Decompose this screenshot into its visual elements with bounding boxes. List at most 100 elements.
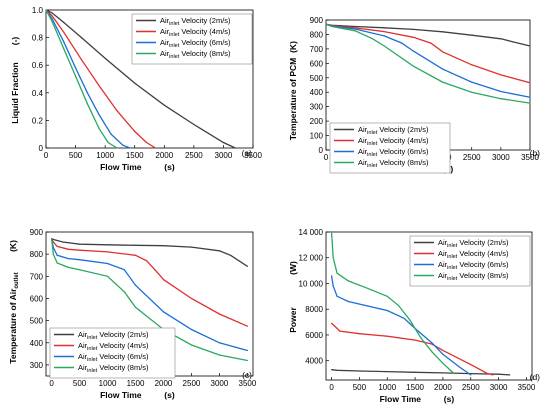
y-tick-label: 900 (30, 228, 44, 237)
data-point (386, 335, 388, 337)
series-line-1 (51, 238, 248, 327)
data-point (116, 147, 118, 149)
data-point (470, 364, 472, 366)
data-point (412, 50, 414, 52)
legend-entry-rest: Velocity (8m/s) (179, 49, 231, 58)
x-tick-label: 1000 (378, 383, 396, 392)
data-point (509, 374, 511, 376)
data-point (500, 38, 502, 40)
data-point (234, 147, 236, 149)
data-point (414, 339, 416, 341)
data-point (116, 110, 118, 112)
series-line-3 (45, 9, 118, 149)
y-tick-label: 4000 (305, 357, 323, 366)
legend: Airinlet Velocity (2m/s) Airinlet Velocit… (329, 122, 451, 174)
legend-entry-sub: inlet (447, 276, 458, 282)
y-axis-unit: (W) (288, 261, 298, 275)
data-point (397, 304, 399, 306)
data-point (331, 232, 333, 234)
y-axis-label-main: Temperature of Air (8, 288, 18, 364)
data-point (222, 141, 224, 144)
data-point (52, 253, 54, 255)
x-tick-label: 0 (329, 383, 334, 392)
legend-entry-sub: inlet (87, 346, 98, 352)
data-point (75, 75, 77, 77)
data-point (246, 359, 248, 362)
data-point (98, 114, 100, 116)
series-line-0 (51, 238, 248, 267)
data-point (62, 241, 64, 243)
x-tick-label: 500 (353, 383, 367, 392)
data-point (453, 373, 455, 375)
data-point (190, 328, 193, 331)
legend-entry-sub: inlet (447, 254, 458, 260)
x-tick-label: 3000 (215, 151, 233, 160)
x-tick-label: 500 (69, 151, 83, 160)
data-point (401, 42, 403, 44)
x-tick-label: 3000 (211, 379, 229, 388)
legend-entry-rest: Velocity (6m/s) (97, 352, 149, 361)
data-point (246, 265, 248, 267)
data-point (336, 369, 338, 371)
data-point (230, 254, 232, 256)
data-point (403, 317, 405, 319)
data-point (218, 313, 220, 315)
legend-entry-rest: Velocity (6m/s) (457, 260, 509, 269)
series-line-0 (325, 23, 531, 47)
y-tick-label: 12 000 (299, 254, 324, 263)
data-point (134, 130, 136, 132)
data-point (332, 285, 334, 287)
y-tick-label: 300 (30, 361, 44, 370)
y-tick-label: 0.6 (32, 61, 44, 70)
y-tick-label: 900 (310, 16, 324, 25)
data-point (386, 371, 388, 373)
data-point (386, 295, 388, 297)
y-tick-label: 0.8 (32, 34, 44, 43)
data-point (486, 373, 489, 375)
data-point (412, 36, 414, 38)
data-point (218, 342, 220, 344)
y-axis-label: Liquid Fraction (10, 62, 20, 123)
legend-entry: Airinlet Velocity (2m/s) (358, 125, 429, 136)
data-point (98, 128, 100, 130)
chart-panel-3: 0 500 1000 1500 2000 2500 3000 3500 4000 6000 8000… (288, 228, 540, 404)
data-point (442, 353, 444, 355)
x-tick-label: 0 (49, 379, 54, 388)
data-point (529, 96, 531, 98)
data-point (45, 9, 47, 11)
legend-entry: Airinlet Velocity (8m/s) (160, 49, 231, 60)
y-tick-label: 400 (30, 339, 44, 348)
data-point (372, 38, 374, 40)
data-point (145, 141, 148, 144)
x-axis-unit: (s) (164, 390, 175, 400)
data-point (364, 286, 366, 288)
series-line-1 (325, 23, 531, 84)
legend-entry: Airinlet Velocity (2m/s) (78, 330, 149, 341)
x-tick-label: 500 (73, 379, 87, 388)
x-axis-label: Flow Time (100, 390, 142, 400)
series-line-0 (45, 9, 236, 149)
legend-box (49, 327, 176, 379)
legend-entry: Airinlet Velocity (8m/s) (358, 158, 429, 169)
x-tick-label: 0 (324, 153, 329, 162)
data-point (63, 31, 65, 33)
data-point (218, 250, 220, 252)
legend-entry-sub: inlet (367, 141, 378, 147)
legend: Airinlet Velocity (2m/s)Airinlet Velocit… (409, 235, 531, 287)
y-tick-label: 800 (30, 250, 44, 259)
panel-tag: (d) (530, 372, 541, 382)
data-point (51, 20, 53, 22)
data-point (529, 82, 531, 84)
data-point (471, 34, 473, 36)
chart-panel-2: 0 500 1000 1500 2000 2500 3000 3500 300 400 500 600… (8, 228, 257, 400)
legend-entry-main: Air (78, 363, 88, 372)
data-point (354, 27, 356, 29)
data-point (123, 269, 125, 271)
data-point (471, 64, 473, 66)
y-tick-label: 0.4 (32, 89, 44, 98)
legend-entry-main: Air (78, 341, 88, 350)
data-point (364, 304, 366, 306)
legend-entry-main: Air (438, 238, 448, 247)
y-tick-label: 100 (310, 132, 324, 141)
data-point (511, 41, 514, 43)
